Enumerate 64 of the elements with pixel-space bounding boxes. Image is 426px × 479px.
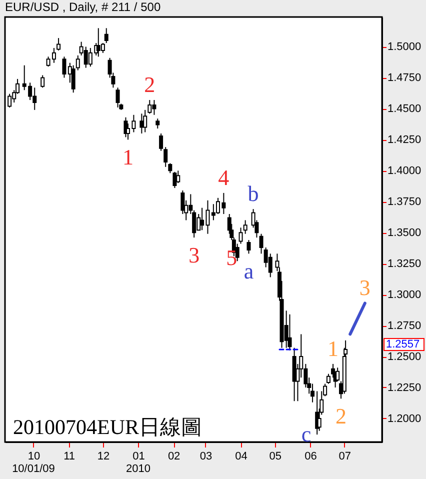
x-tick-label: 01 bbox=[132, 450, 145, 462]
y-tick-label: 1.4000 bbox=[388, 165, 422, 178]
candlestick bbox=[100, 42, 105, 54]
y-tick-label: 1.3250 bbox=[388, 258, 422, 270]
annotation: 4 bbox=[218, 164, 230, 190]
candlestick bbox=[164, 146, 168, 168]
candlestick bbox=[116, 87, 120, 108]
candlestick bbox=[259, 233, 264, 254]
candlestick bbox=[246, 240, 251, 254]
annotation: 1 bbox=[122, 144, 134, 170]
candlestick bbox=[56, 38, 61, 51]
y-tick-label: 1.4750 bbox=[388, 72, 422, 84]
x-tick-label: 10 bbox=[28, 450, 40, 462]
candlestick bbox=[71, 64, 76, 94]
candlestick bbox=[143, 109, 148, 133]
annotation: b bbox=[248, 181, 259, 206]
candlestick bbox=[76, 54, 80, 71]
annotation: c bbox=[301, 422, 312, 447]
y-tick-label: 1.3500 bbox=[388, 227, 422, 240]
x-tick-label: 02 bbox=[168, 450, 180, 462]
annotation: 5 bbox=[226, 245, 238, 270]
x-tick-label: 03 bbox=[200, 450, 212, 462]
candlestick bbox=[176, 170, 180, 184]
x-tick-label: 12 bbox=[97, 450, 110, 462]
y-tick-label: 1.3000 bbox=[388, 289, 422, 302]
candlestick bbox=[168, 162, 172, 174]
candlestick bbox=[148, 100, 152, 114]
annotation: 1 bbox=[328, 336, 339, 361]
candlestick bbox=[62, 56, 66, 78]
y-tick-label: 1.2750 bbox=[388, 320, 422, 332]
annotation: 3 bbox=[188, 242, 200, 268]
annotation: a bbox=[244, 258, 254, 284]
candlestick bbox=[40, 74, 45, 88]
y-tick-label: 1.3750 bbox=[388, 196, 422, 208]
text: 1.2557 bbox=[386, 338, 420, 350]
y-tick-label: 1.2500 bbox=[388, 351, 422, 364]
x-tick-label: 07 bbox=[338, 450, 352, 462]
candlestick bbox=[172, 171, 177, 188]
annotation: 2 bbox=[335, 404, 346, 429]
candlestick bbox=[104, 28, 108, 44]
candlestick bbox=[288, 314, 292, 351]
x-tick-label: 06 bbox=[304, 450, 317, 462]
candlestick bbox=[326, 373, 330, 384]
candlestick bbox=[238, 227, 243, 244]
annotation: 2 bbox=[144, 72, 156, 98]
text: 10/01/09 bbox=[12, 463, 55, 475]
candlestick bbox=[140, 113, 144, 134]
candlestick bbox=[156, 118, 160, 130]
y-tick-label: 1.2250 bbox=[388, 382, 422, 394]
text: 2010 bbox=[126, 463, 150, 475]
y-tick-label: 1.4500 bbox=[388, 103, 422, 116]
annotation: 20100704EUR日線圖 bbox=[13, 415, 202, 439]
annotation: 3 bbox=[359, 275, 370, 300]
candlestick bbox=[8, 93, 12, 108]
x-tick-label: 05 bbox=[269, 450, 282, 462]
y-tick-label: 1.5000 bbox=[388, 41, 422, 54]
candlestick bbox=[243, 220, 248, 234]
chart-title: EUR/USD , Daily, # 211 / 500 bbox=[5, 0, 161, 14]
candlestick bbox=[268, 253, 272, 278]
x-tick-label: 04 bbox=[235, 450, 248, 462]
y-tick-label: 1.4250 bbox=[388, 134, 422, 146]
y-tick-label: 1.2000 bbox=[388, 412, 422, 425]
x-tick-label: 11 bbox=[64, 450, 75, 462]
candlestick bbox=[159, 132, 164, 152]
